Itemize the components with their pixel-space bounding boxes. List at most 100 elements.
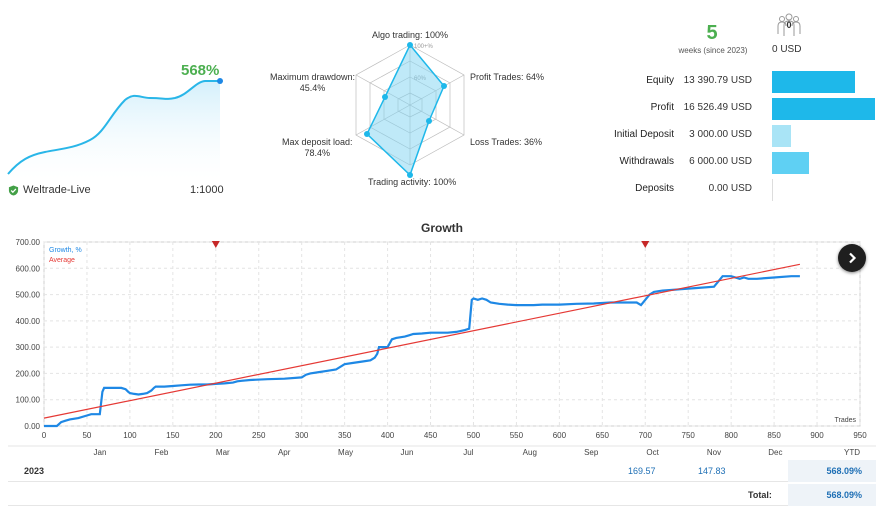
stat-value: 6 000.00 USD <box>689 156 752 167</box>
investors-icon <box>777 13 801 36</box>
radar-chart: 100+% 60% <box>355 42 465 178</box>
max-deposit-load-label: Max deposit load: <box>282 137 353 147</box>
yearly-returns-table: 2023 169.57 147.83 568.09% Total: 568.09… <box>8 460 876 508</box>
x-tick-label: 550 <box>510 431 524 440</box>
radar-label-max-drawdown: Maximum drawdown: 45.4% <box>270 72 355 94</box>
max-drawdown-label: Maximum drawdown: <box>270 72 356 82</box>
max-deposit-load-value: 78.4% <box>304 148 331 158</box>
stat-bar <box>772 152 810 174</box>
x-tick-label: 850 <box>767 431 781 440</box>
radar-label-algo-trading: Algo trading: 100% <box>372 30 449 40</box>
chevron-right-icon <box>849 252 857 264</box>
x-tick-label: 0 <box>42 431 47 440</box>
verified-shield-icon <box>8 184 19 196</box>
stat-bar <box>772 71 856 93</box>
radar-label-max-deposit-load: Max deposit load: 78.4% <box>282 137 353 159</box>
event-marker <box>641 241 650 248</box>
mini-growth-chart <box>7 78 223 180</box>
plot-frame <box>43 241 861 427</box>
mini-growth-endpoint <box>217 78 223 84</box>
y-tick-label: 600.00 <box>16 264 41 273</box>
x-tick-label: 450 <box>424 431 438 440</box>
y-tick-label: 500.00 <box>16 291 41 300</box>
radar-label-trading-activity: Trading activity: 100% <box>368 177 457 187</box>
x-tick-label: 250 <box>252 431 266 440</box>
oct-value: 169.57 <box>628 466 656 476</box>
x-tick-label: 400 <box>381 431 395 440</box>
stat-value: 13 390.79 USD <box>683 75 752 86</box>
account-summary-card: 568% Weltrade-Live 1:1000 <box>0 0 240 205</box>
growth-series-line <box>44 275 800 428</box>
month-label: Jul <box>463 448 473 457</box>
growth-percent: 568% <box>181 62 220 79</box>
x-tick-label: 500 <box>467 431 481 440</box>
month-label: Nov <box>707 448 721 457</box>
nov-value: 147.83 <box>698 466 726 476</box>
table-row-total: Total: 568.09% <box>8 484 876 506</box>
investors-count: 0 <box>786 20 792 30</box>
growth-chart: 0.00 100.00 200.00 300.00 400.00 500.00 600.00… <box>8 238 876 457</box>
stat-label: Profit <box>650 102 674 113</box>
month-label: Apr <box>278 448 291 457</box>
legend-item: Average <box>49 257 75 264</box>
chart-title: Growth <box>421 221 463 235</box>
radar-shape <box>366 43 445 177</box>
stat-value: 16 526.49 USD <box>683 102 752 113</box>
y-tick-label: 700.00 <box>16 238 41 247</box>
stat-value: 0.00 USD <box>708 183 752 194</box>
legend-item: Growth, % <box>49 247 82 254</box>
month-label: Oct <box>646 448 659 457</box>
x-tick-label: 800 <box>724 431 738 440</box>
stat-row-withdrawals: Withdrawals 6 000.00 USD <box>590 152 880 174</box>
y-tick-label: 200.00 <box>16 369 41 378</box>
weeks-count: 5 <box>706 22 718 44</box>
x-tick-label: 50 <box>82 431 91 440</box>
stat-divider <box>772 179 773 201</box>
year-cell: 2023 <box>24 466 45 476</box>
stat-label: Initial Deposit <box>613 129 674 140</box>
y-tick-label: 0.00 <box>24 422 40 431</box>
month-label: Sep <box>584 448 599 457</box>
ytd-value: 568.09% <box>788 460 876 482</box>
stat-bar <box>772 98 875 120</box>
x-tick-label: 350 <box>338 431 352 440</box>
x-tick-label: 950 <box>853 431 867 440</box>
stat-row-initial-deposit: Initial Deposit 3 000.00 USD <box>590 125 880 147</box>
month-label: Mar <box>216 448 230 457</box>
table-row-2023: 2023 169.57 147.83 568.09% <box>8 460 876 482</box>
x-tick-label: 750 <box>682 431 696 440</box>
x-tick-label: 650 <box>596 431 610 440</box>
stat-label: Withdrawals <box>619 156 674 167</box>
ytd-header: YTD <box>844 448 860 457</box>
x-tick-label: 900 <box>810 431 824 440</box>
chart-legend: Growth, % Average <box>49 247 82 264</box>
mini-growth-area <box>8 81 220 180</box>
month-label: Feb <box>155 448 169 457</box>
y-tick-label: 400.00 <box>16 317 41 326</box>
month-label: Dec <box>768 448 782 457</box>
x-tick-label: 600 <box>553 431 567 440</box>
month-label: May <box>338 448 353 457</box>
x-tick-label: 300 <box>295 431 309 440</box>
month-label: Jun <box>401 448 414 457</box>
month-label: Jan <box>94 448 107 457</box>
chart-series <box>43 241 801 428</box>
stat-bar <box>772 125 791 147</box>
stat-label: Equity <box>646 75 674 86</box>
x-tick-label: 150 <box>166 431 180 440</box>
stat-row-deposits: Deposits 0.00 USD <box>590 179 880 201</box>
next-chart-button[interactable] <box>838 244 866 272</box>
event-marker <box>211 241 220 248</box>
total-label: Total: <box>748 490 772 500</box>
total-value: 568.09% <box>788 484 876 506</box>
mini-growth-line <box>7 80 220 175</box>
radar-label-profit-trades: Profit Trades: 64% <box>470 72 545 82</box>
stat-value: 3 000.00 USD <box>689 129 752 140</box>
investors-usd: 0 USD <box>772 44 802 55</box>
stat-label: Deposits <box>635 183 674 194</box>
average-series-line <box>43 263 801 419</box>
radar-label-loss-trades: Loss Trades: 36% <box>470 137 543 147</box>
x-tick-label: 100 <box>123 431 137 440</box>
account-name-label: Weltrade-Live <box>23 184 91 196</box>
radar-scale-100: 100+% <box>414 44 434 50</box>
